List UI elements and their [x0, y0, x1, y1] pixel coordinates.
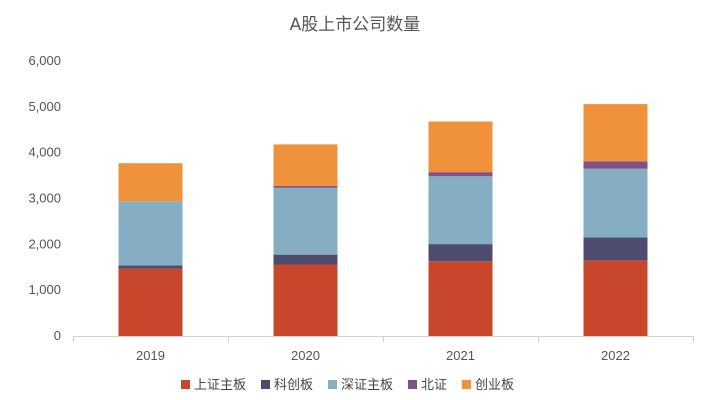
legend-label: 科创板: [274, 378, 313, 393]
bar-segment-2020-0: [273, 264, 338, 336]
x-tick-label: 2019: [136, 348, 165, 363]
bar-segment-2020-3: [273, 185, 338, 188]
bar-segment-2021-1: [428, 244, 493, 262]
y-tick-label: 3,000: [28, 191, 61, 206]
bar-segment-2020-4: [273, 144, 338, 186]
bar-segment-2020-1: [273, 254, 338, 265]
y-tick-label: 6,000: [28, 53, 61, 68]
legend-swatch: [408, 380, 417, 389]
bar-segment-2021-3: [428, 172, 493, 177]
legend-swatch: [328, 380, 337, 389]
bar-segment-2021-0: [428, 261, 493, 336]
bar-segment-2022-3: [583, 161, 648, 169]
y-tick-label: 0: [54, 328, 61, 343]
legend-label: 深证主板: [341, 378, 393, 393]
x-tick-label: 2022: [601, 348, 630, 363]
bar-segment-2019-0: [118, 268, 183, 336]
bars: [118, 104, 648, 336]
bar-segment-2019-4: [118, 163, 183, 202]
x-tick-label: 2021: [446, 348, 475, 363]
legend: 上证主板 科创板 深证主板 北证 创业板: [181, 378, 514, 393]
bar-segment-2022-4: [583, 104, 648, 162]
bar-segment-2022-2: [583, 168, 648, 238]
x-axis: 2019 2020 2021 2022: [73, 336, 694, 363]
y-tick-label: 2,000: [28, 236, 61, 251]
bar-segment-2019-2: [118, 201, 183, 266]
bar-segment-2022-0: [583, 260, 648, 336]
bar-segment-2021-2: [428, 176, 493, 245]
legend-label: 上证主板: [194, 378, 246, 393]
legend-swatch: [181, 380, 190, 389]
bar-segment-2022-1: [583, 237, 648, 261]
bar-segment-2020-2: [273, 187, 338, 255]
y-tick-label: 5,000: [28, 99, 61, 114]
legend-label: 北证: [421, 378, 447, 393]
legend-label: 创业板: [475, 378, 514, 393]
legend-swatch: [261, 380, 270, 389]
y-axis: 0 1,000 2,000 3,000 4,000 5,000 6,000: [28, 53, 61, 343]
y-tick-label: 4,000: [28, 145, 61, 160]
bar-segment-2021-4: [428, 121, 493, 173]
bar-segment-2019-1: [118, 265, 183, 269]
legend-swatch: [462, 380, 471, 389]
chart-title: A股上市公司数量: [290, 15, 421, 35]
x-tick-label: 2020: [291, 348, 320, 363]
y-tick-label: 1,000: [28, 282, 61, 297]
